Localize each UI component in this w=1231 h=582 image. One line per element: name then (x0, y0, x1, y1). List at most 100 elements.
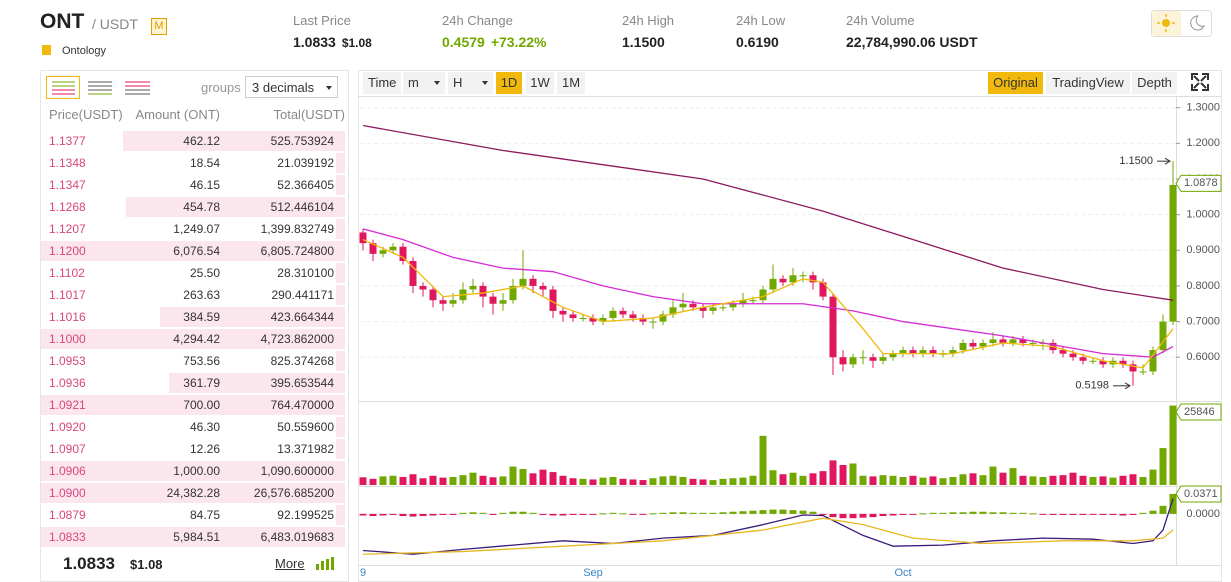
order-amount: 384.59 (183, 310, 220, 324)
order-price[interactable]: 1.1000 (49, 332, 86, 346)
candle-body (709, 307, 717, 311)
more-icon[interactable] (316, 557, 334, 570)
macd-bar (989, 512, 997, 514)
order-total: 4,723.862000 (260, 332, 334, 346)
candle-body (649, 321, 657, 323)
candle-body (1069, 353, 1077, 358)
candle-body (389, 246, 397, 251)
order-price[interactable]: 1.1200 (49, 244, 86, 258)
view-button[interactable]: Original (988, 72, 1043, 94)
volume-bar (1099, 476, 1107, 485)
order-price[interactable]: 1.0953 (49, 354, 86, 368)
more-link[interactable]: More (275, 556, 305, 571)
volume-bar (669, 475, 677, 485)
view-button[interactable]: TradingView (1046, 72, 1130, 94)
volume-bar (549, 472, 557, 485)
order-amount: 25.50 (189, 266, 220, 280)
interval-button[interactable]: Time (363, 72, 401, 94)
order-price[interactable]: 1.0833 (49, 530, 86, 544)
macd-bar (639, 513, 647, 515)
interval-button[interactable]: H (448, 72, 493, 94)
order-total: 423.664344 (270, 310, 334, 324)
order-price[interactable]: 1.0879 (49, 508, 86, 522)
volume-bar (449, 477, 457, 485)
macd-bar (439, 513, 447, 515)
order-price[interactable]: 1.0900 (49, 486, 86, 500)
order-price[interactable]: 1.0907 (49, 442, 86, 456)
candle-body (789, 275, 797, 283)
order-price[interactable]: 1.1348 (49, 156, 86, 170)
symbol: ONT (40, 10, 85, 33)
macd-tag-box (1175, 485, 1222, 503)
order-price[interactable]: 1.1347 (49, 178, 86, 192)
macd-bar (589, 513, 597, 515)
x-tick-label: Sep (583, 567, 603, 579)
macd-bar (1019, 512, 1027, 514)
order-price[interactable]: 1.1102 (49, 266, 85, 280)
order-total: 50.559600 (277, 420, 334, 434)
macd-bar (1009, 512, 1017, 514)
macd-bar (759, 510, 767, 514)
macd-bar (1169, 493, 1177, 514)
volume-bar (1069, 472, 1077, 485)
order-amount: 46.15 (189, 178, 220, 192)
candle-body (659, 314, 667, 322)
interval-button[interactable]: m (403, 72, 445, 94)
candle-body (1129, 364, 1137, 372)
order-price[interactable]: 1.1207 (49, 222, 86, 236)
candle-body (529, 278, 537, 286)
x-tick-label: 9 (360, 567, 366, 579)
view-icons[interactable] (46, 76, 151, 99)
fullscreen-icon[interactable] (1191, 73, 1209, 91)
candle-body (609, 310, 617, 319)
y-tick-label: 0.6000 (1186, 351, 1220, 363)
order-price[interactable]: 1.1268 (49, 200, 86, 214)
interval-button[interactable]: 1W (526, 72, 554, 94)
interval-button[interactable]: 1D (496, 72, 522, 94)
order-price[interactable]: 1.0936 (49, 376, 86, 390)
order-amount: 361.79 (183, 376, 220, 390)
volume-bar (1139, 477, 1147, 485)
volume-bar (599, 477, 607, 485)
candle-body (899, 350, 907, 354)
volume-bar (369, 478, 377, 485)
order-price[interactable]: 1.1017 (49, 288, 86, 302)
order-amount: 263.63 (183, 288, 220, 302)
macd-bar (869, 513, 877, 518)
macd-bar (1089, 513, 1097, 515)
y-tick-label: 1.3000 (1186, 102, 1220, 114)
candle-body (1029, 342, 1037, 344)
order-price[interactable]: 1.0906 (49, 464, 86, 478)
macd-bar (399, 513, 407, 517)
candle-body (839, 357, 847, 365)
macd-bar (1159, 505, 1167, 514)
stat-value-group: 22,784,990.06 USDT (846, 34, 978, 50)
candle-body (589, 318, 597, 322)
depth-bar (123, 131, 345, 151)
column-header: Amount (ONT) (135, 107, 220, 122)
theme-toggle[interactable] (1151, 10, 1212, 37)
candle-body (419, 285, 427, 290)
order-amount: 4,294.42 (173, 332, 220, 346)
order-price[interactable]: 1.0921 (49, 398, 86, 412)
candle-body (729, 303, 737, 308)
order-price[interactable]: 1.0920 (49, 420, 86, 434)
last-price: 1.0833 (63, 554, 115, 573)
decimals-select[interactable]: 3 decimals (245, 76, 338, 98)
low-annotation: 0.5198 (1075, 380, 1109, 392)
volume-bar (999, 472, 1007, 485)
macd-bar (739, 511, 747, 514)
interval-button[interactable]: 1M (557, 72, 585, 94)
order-amount: 1,000.00 (173, 464, 220, 478)
macd-bar (659, 512, 667, 514)
candle-body (869, 357, 877, 361)
order-price[interactable]: 1.1377 (49, 134, 86, 148)
candle-body (739, 300, 747, 304)
candle-body (359, 232, 367, 244)
candle-body (759, 289, 767, 301)
candle-body (629, 314, 637, 319)
volume-bar (539, 469, 547, 485)
macd-bar (459, 512, 467, 514)
order-price[interactable]: 1.1016 (49, 310, 86, 324)
view-button[interactable]: Depth (1132, 72, 1177, 94)
